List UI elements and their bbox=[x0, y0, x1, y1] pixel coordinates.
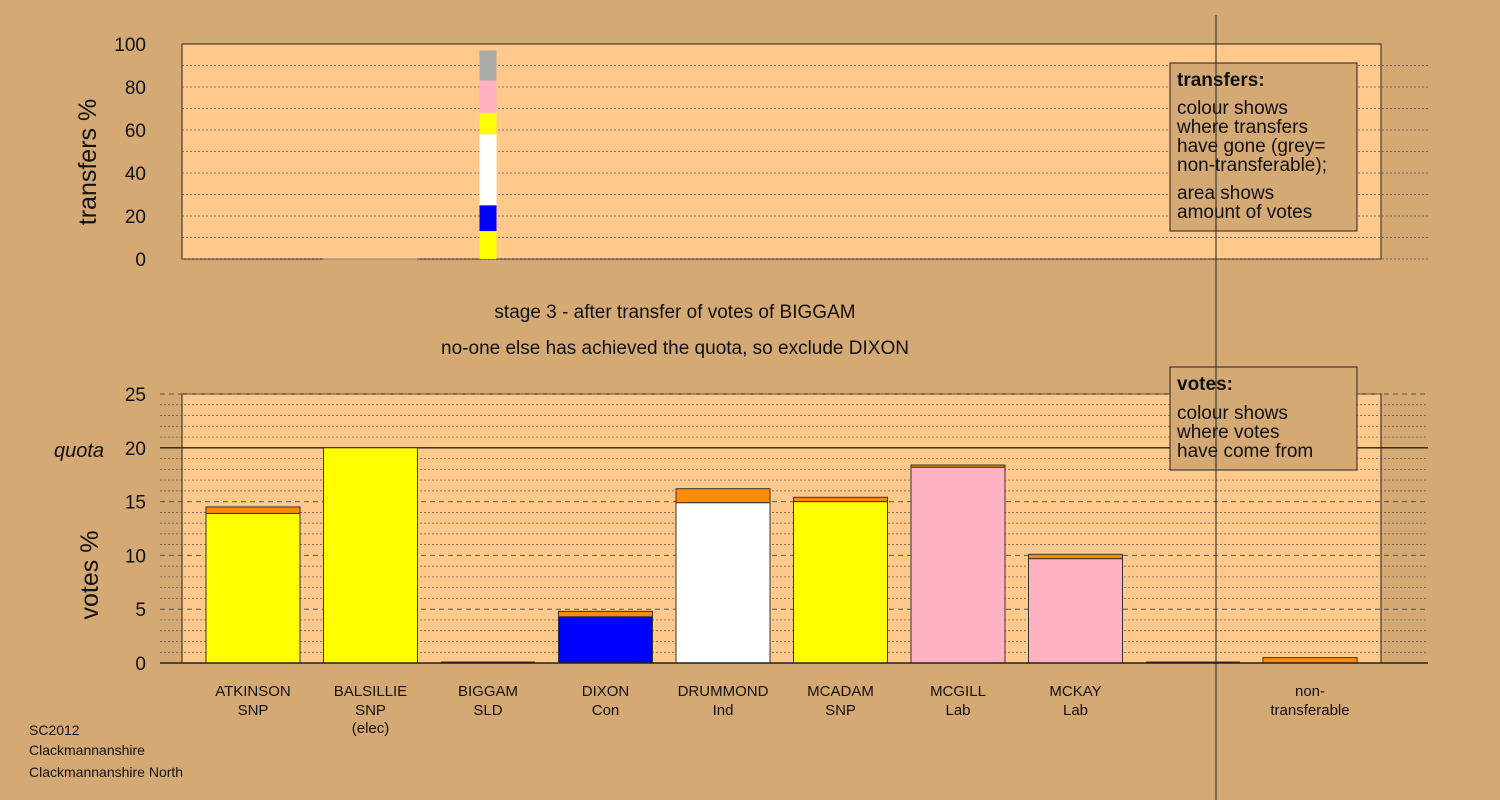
candidate-status: (elec) bbox=[352, 720, 390, 737]
stage-action: no-one else has achieved the quota, so e… bbox=[441, 338, 909, 359]
footer-election: SC2012 bbox=[29, 722, 80, 738]
transfer-bar bbox=[910, 464, 1006, 468]
footer-council: Clackmannanshire bbox=[29, 742, 145, 758]
y-tick-label: 25 bbox=[125, 385, 146, 406]
transfer-bar bbox=[558, 610, 653, 618]
transfer-bar bbox=[1028, 553, 1123, 560]
votes-axis-title: votes % bbox=[76, 531, 104, 620]
vote-bar bbox=[793, 501, 888, 664]
candidate-name: DIXON bbox=[582, 683, 630, 700]
transfers-legend: transfers: colour shows where transfers … bbox=[1169, 62, 1358, 232]
candidate-name: MCGILL bbox=[930, 683, 986, 700]
non-transferable-label: transferable bbox=[1270, 702, 1349, 719]
candidate-party: SNP bbox=[355, 702, 386, 719]
transfers-legend-line: amount of votes bbox=[1177, 202, 1312, 223]
candidate-name: BALSILLIE bbox=[334, 683, 407, 700]
votes-legend-line: have come from bbox=[1177, 441, 1313, 462]
candidate-party: Ind bbox=[713, 702, 734, 719]
vote-bar bbox=[205, 512, 301, 664]
y-tick-label: 5 bbox=[135, 600, 146, 621]
y-tick-label: 10 bbox=[125, 546, 146, 567]
transfers-y-ticks: 0 20 40 60 80 100 bbox=[114, 35, 146, 271]
y-tick-label: 100 bbox=[114, 35, 146, 56]
vote-bar bbox=[323, 447, 418, 664]
quota-label: quota bbox=[54, 440, 104, 462]
candidate-party: Lab bbox=[1063, 702, 1088, 719]
transfer-segment bbox=[479, 205, 497, 232]
votes-y-ticks: 0 5 10 15 20 25 bbox=[125, 385, 146, 675]
votes-legend-title: votes: bbox=[1177, 374, 1233, 395]
y-tick-label: 0 bbox=[135, 250, 146, 271]
transfer-segment bbox=[479, 80, 497, 107]
vote-bar bbox=[558, 616, 653, 664]
y-tick-label: 60 bbox=[125, 121, 146, 142]
transfers-bars bbox=[323, 50, 497, 260]
vote-bar bbox=[1028, 558, 1123, 664]
transfer-segment bbox=[479, 134, 497, 206]
candidate-name: BIGGAM bbox=[458, 683, 518, 700]
transfer-segment bbox=[479, 106, 497, 113]
vote-bar bbox=[910, 466, 1006, 664]
footer-ward: Clackmannanshire North bbox=[29, 764, 183, 780]
candidate-party: SNP bbox=[238, 702, 269, 719]
candidate-party: SLD bbox=[473, 702, 502, 719]
votes-bars bbox=[160, 447, 1428, 664]
transfer-bar bbox=[793, 496, 888, 503]
transfer-bar bbox=[205, 506, 301, 514]
candidate-party: SNP bbox=[825, 702, 856, 719]
transfer-segment bbox=[479, 112, 497, 135]
y-tick-label: 40 bbox=[125, 164, 146, 185]
votes-legend: votes: colour shows where votes have com… bbox=[1169, 366, 1358, 471]
vote-bar bbox=[675, 502, 771, 664]
votes-legend-line: colour shows bbox=[1177, 403, 1288, 424]
candidate-name: DRUMMOND bbox=[678, 683, 769, 700]
transfers-legend-line: colour shows bbox=[1177, 98, 1288, 119]
transfers-legend-line: non-transferable); bbox=[1177, 155, 1327, 176]
y-tick-label: 15 bbox=[125, 493, 146, 514]
candidate-labels: ATKINSONSNPBALSILLIESNP(elec)BIGGAMSLDDI… bbox=[215, 683, 1349, 737]
candidate-party: Lab bbox=[945, 702, 970, 719]
transfers-legend-title: transfers: bbox=[1177, 70, 1265, 91]
non-transferable-bar bbox=[1262, 657, 1358, 664]
candidate-name: ATKINSON bbox=[215, 683, 291, 700]
y-tick-label: 80 bbox=[125, 78, 146, 99]
y-tick-label: 20 bbox=[125, 439, 146, 460]
non-transferable-label: non- bbox=[1295, 683, 1325, 700]
transfer-bar bbox=[675, 488, 771, 504]
votes-legend-line: where votes bbox=[1176, 422, 1279, 443]
candidate-party: Con bbox=[592, 702, 620, 719]
transfers-legend-line: have gone (grey= bbox=[1177, 136, 1325, 157]
stage-description: stage 3 - after transfer of votes of BIG… bbox=[494, 302, 855, 323]
transfer-segment bbox=[479, 50, 497, 81]
y-tick-label: 0 bbox=[135, 654, 146, 675]
y-tick-label: 20 bbox=[125, 207, 146, 228]
transfers-legend-line: area shows bbox=[1177, 183, 1274, 204]
candidate-name: MCKAY bbox=[1049, 683, 1101, 700]
candidate-name: MCADAM bbox=[807, 683, 874, 700]
transfers-legend-line: where transfers bbox=[1176, 117, 1308, 138]
transfer-segment bbox=[479, 231, 497, 259]
transfers-axis-title: transfers % bbox=[74, 99, 102, 225]
